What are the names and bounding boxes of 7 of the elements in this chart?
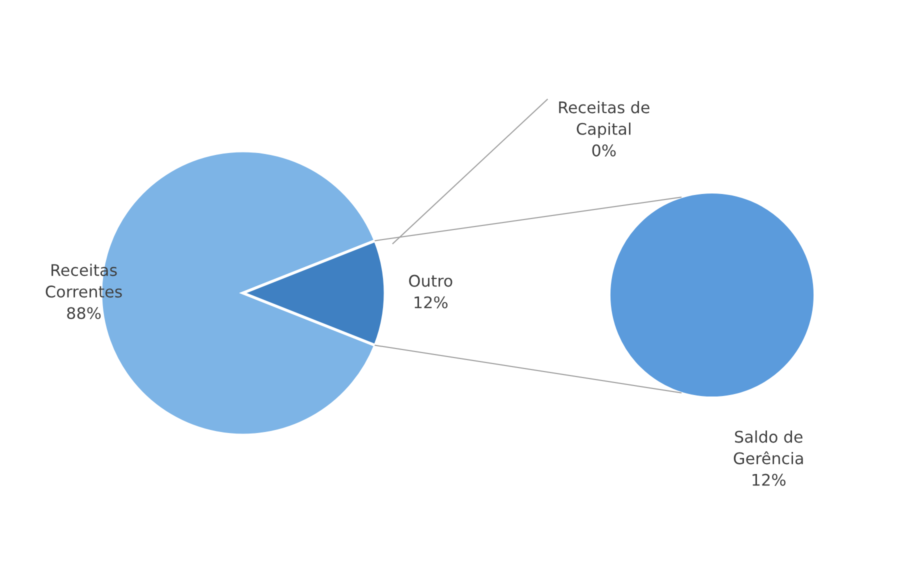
data-label: 88% bbox=[67, 307, 101, 320]
slice-label: Saldo de Gerência bbox=[734, 430, 803, 464]
data-label: 12% bbox=[752, 474, 786, 486]
slice-label: Outro bbox=[409, 274, 452, 287]
category-label: Receitas de Capital bbox=[559, 101, 650, 138]
data-label: 12% bbox=[414, 296, 448, 308]
text: 0% bbox=[592, 144, 616, 156]
